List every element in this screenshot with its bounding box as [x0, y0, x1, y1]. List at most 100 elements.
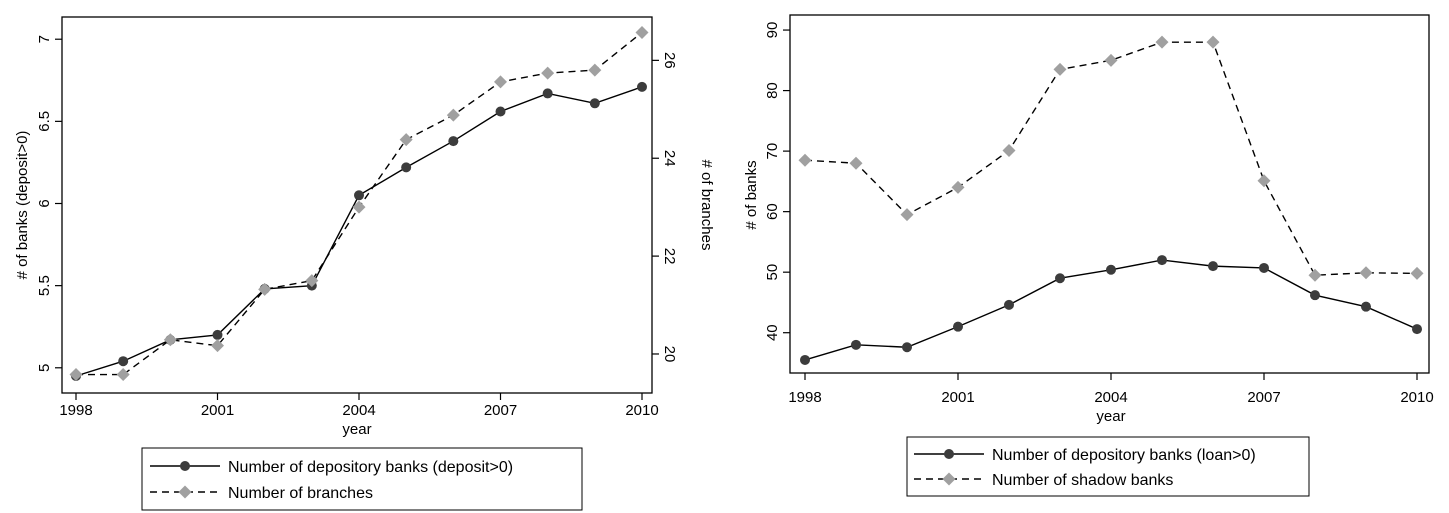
- series-2-point: [849, 156, 863, 170]
- y2-tick-label: 26: [661, 52, 678, 69]
- series-2-point: [1257, 174, 1271, 188]
- series-1-point: [902, 342, 912, 353]
- legend-marker-1: [180, 461, 190, 471]
- series-1-point: [1157, 255, 1167, 266]
- series-2-point: [1308, 268, 1322, 282]
- series-1-point: [118, 356, 129, 367]
- y-tick-label: 5: [36, 364, 53, 372]
- series-1-point: [637, 81, 647, 92]
- left-y2-axis-title: # of branches: [698, 160, 715, 251]
- y-tick-label: 80: [764, 82, 781, 99]
- series-1-point: [800, 354, 810, 365]
- series-2-point: [1410, 266, 1424, 280]
- right-plot-frame: [789, 14, 1430, 374]
- series-2-point: [163, 333, 177, 347]
- series-2-point: [352, 200, 366, 214]
- series-2-point: [69, 368, 83, 382]
- x-tick-label: 1998: [59, 402, 92, 419]
- series-1-point: [1361, 301, 1371, 312]
- series-2-point: [446, 108, 460, 122]
- series-1-point: [953, 321, 963, 332]
- y-tick-label: 40: [764, 324, 781, 341]
- series-2-point: [588, 63, 602, 77]
- series-2-point: [1002, 144, 1016, 158]
- series-2-point: [951, 180, 965, 194]
- x-tick-label: 2001: [941, 389, 974, 406]
- y-tick-label: 50: [764, 264, 781, 281]
- series-2-point: [635, 25, 649, 39]
- series-1-point: [212, 329, 223, 340]
- series-1-point: [1106, 264, 1116, 275]
- series-1-point: [1310, 290, 1320, 301]
- y-tick-label: 7: [36, 35, 53, 43]
- series-2-point: [1359, 266, 1373, 280]
- series-1-point: [851, 339, 861, 350]
- series-2-line: [804, 41, 1418, 276]
- y2-tick-label: 24: [661, 150, 678, 167]
- series-1-point: [542, 88, 553, 99]
- legend-marker-2: [178, 485, 192, 499]
- series-2-point: [798, 153, 812, 167]
- legend-marker-1: [944, 449, 954, 459]
- x-tick-label: 2004: [342, 402, 375, 419]
- x-tick-label: 2004: [1094, 389, 1127, 406]
- series-2-point: [1053, 62, 1067, 76]
- series-1-point: [354, 190, 364, 201]
- x-tick-label: 1998: [788, 389, 821, 406]
- y2-tick-label: 20: [661, 346, 678, 363]
- right-series: [798, 35, 1424, 365]
- series-1-point: [589, 98, 600, 109]
- series-2-point: [305, 274, 319, 288]
- series-1-point: [1055, 273, 1065, 284]
- series-2-point: [258, 282, 272, 296]
- y-tick-label: 6.5: [36, 111, 53, 132]
- y-tick-label: 60: [764, 203, 781, 220]
- left-chart: 1998 2001 2004 2007 2010 5 5.5 6 6.5 7 20 22 24 26 ye…: [14, 16, 715, 511]
- series-1-point: [1259, 262, 1269, 273]
- series-1-point: [495, 106, 506, 117]
- series-2-point: [116, 368, 130, 382]
- right-legend-box: [906, 436, 1310, 497]
- right-x-axis-title: year: [1096, 408, 1125, 425]
- left-legend-label-2: Number of branches: [228, 485, 373, 502]
- legend-marker-2: [942, 472, 956, 486]
- y-tick-label: 90: [764, 22, 781, 39]
- y2-tick-label: 22: [661, 248, 678, 265]
- series-2-point: [211, 339, 224, 353]
- x-tick-label: 2010: [1400, 389, 1433, 406]
- left-series: [69, 25, 649, 382]
- x-tick-label: 2010: [625, 402, 658, 419]
- left-y-axis-title: # of banks (deposit>0): [14, 131, 31, 280]
- series-2-point: [1206, 35, 1220, 49]
- left-legend-label-1: Number of depository banks (deposit>0): [228, 459, 513, 476]
- y-tick-label: 6: [36, 199, 53, 207]
- series-1-point: [401, 162, 412, 173]
- series-2-point: [1104, 53, 1118, 67]
- right-axes: 1998 2001 2004 2007 2010 40 50 60 70 80 90: [764, 22, 1434, 406]
- right-legend-swatches: [914, 449, 984, 486]
- y-tick-label: 5.5: [36, 275, 53, 296]
- x-tick-label: 2007: [1247, 389, 1280, 406]
- series-1-point: [1208, 261, 1218, 272]
- series-2-point: [494, 75, 507, 89]
- series-2-point: [900, 208, 914, 222]
- series-1-point: [448, 136, 459, 147]
- left-axes: 1998 2001 2004 2007 2010 5 5.5 6 6.5 7 20 22 24 26: [36, 35, 678, 419]
- right-legend-label-1: Number of depository banks (loan>0): [992, 447, 1256, 464]
- right-chart: 1998 2001 2004 2007 2010 40 50 60 70 80 90 year # …: [743, 14, 1434, 497]
- right-legend: Number of depository banks (loan>0) Numb…: [906, 436, 1310, 497]
- series-2-point: [399, 133, 413, 147]
- left-plot-frame: [61, 16, 653, 394]
- right-y-axis-title: # of banks: [743, 160, 760, 229]
- series-2-point: [1155, 35, 1169, 49]
- series-1-point: [1412, 324, 1422, 335]
- left-x-axis-title: year: [342, 421, 371, 438]
- y-tick-label: 70: [764, 143, 781, 160]
- series-1-line: [75, 86, 643, 377]
- left-legend-box: [141, 447, 583, 511]
- x-tick-label: 2001: [201, 402, 234, 419]
- series-2-point: [541, 66, 555, 80]
- series-1-point: [1004, 299, 1014, 310]
- right-legend-label-2: Number of shadow banks: [992, 472, 1173, 489]
